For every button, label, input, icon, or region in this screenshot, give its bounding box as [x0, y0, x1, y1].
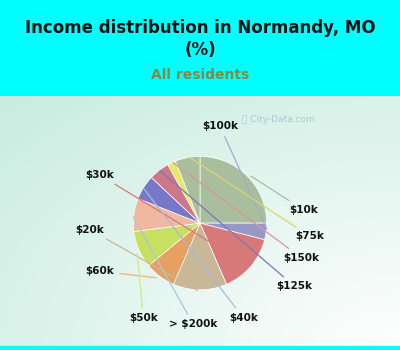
Text: $150k: $150k	[173, 163, 319, 263]
Text: $100k: $100k	[202, 121, 267, 229]
Wedge shape	[133, 198, 200, 231]
Text: ⓘ City-Data.com: ⓘ City-Data.com	[242, 115, 315, 124]
Wedge shape	[168, 161, 200, 223]
Wedge shape	[200, 223, 264, 284]
Wedge shape	[151, 165, 200, 223]
Text: $30k: $30k	[86, 170, 250, 266]
Text: $50k: $50k	[129, 253, 158, 323]
Text: $75k: $75k	[190, 157, 324, 242]
Wedge shape	[134, 223, 200, 266]
Wedge shape	[149, 223, 200, 284]
Text: $40k: $40k	[144, 189, 258, 323]
Wedge shape	[200, 156, 267, 223]
Text: $60k: $60k	[86, 266, 156, 278]
Wedge shape	[176, 156, 200, 223]
Text: Income distribution in Normandy, MO
(%): Income distribution in Normandy, MO (%)	[25, 19, 375, 60]
Text: All residents: All residents	[151, 68, 249, 82]
Text: $10k: $10k	[251, 176, 318, 215]
Wedge shape	[138, 177, 200, 223]
Wedge shape	[174, 223, 226, 290]
Wedge shape	[200, 223, 267, 240]
Text: $125k: $125k	[160, 171, 313, 292]
Text: > $200k: > $200k	[133, 217, 218, 329]
Text: $20k: $20k	[76, 225, 198, 290]
